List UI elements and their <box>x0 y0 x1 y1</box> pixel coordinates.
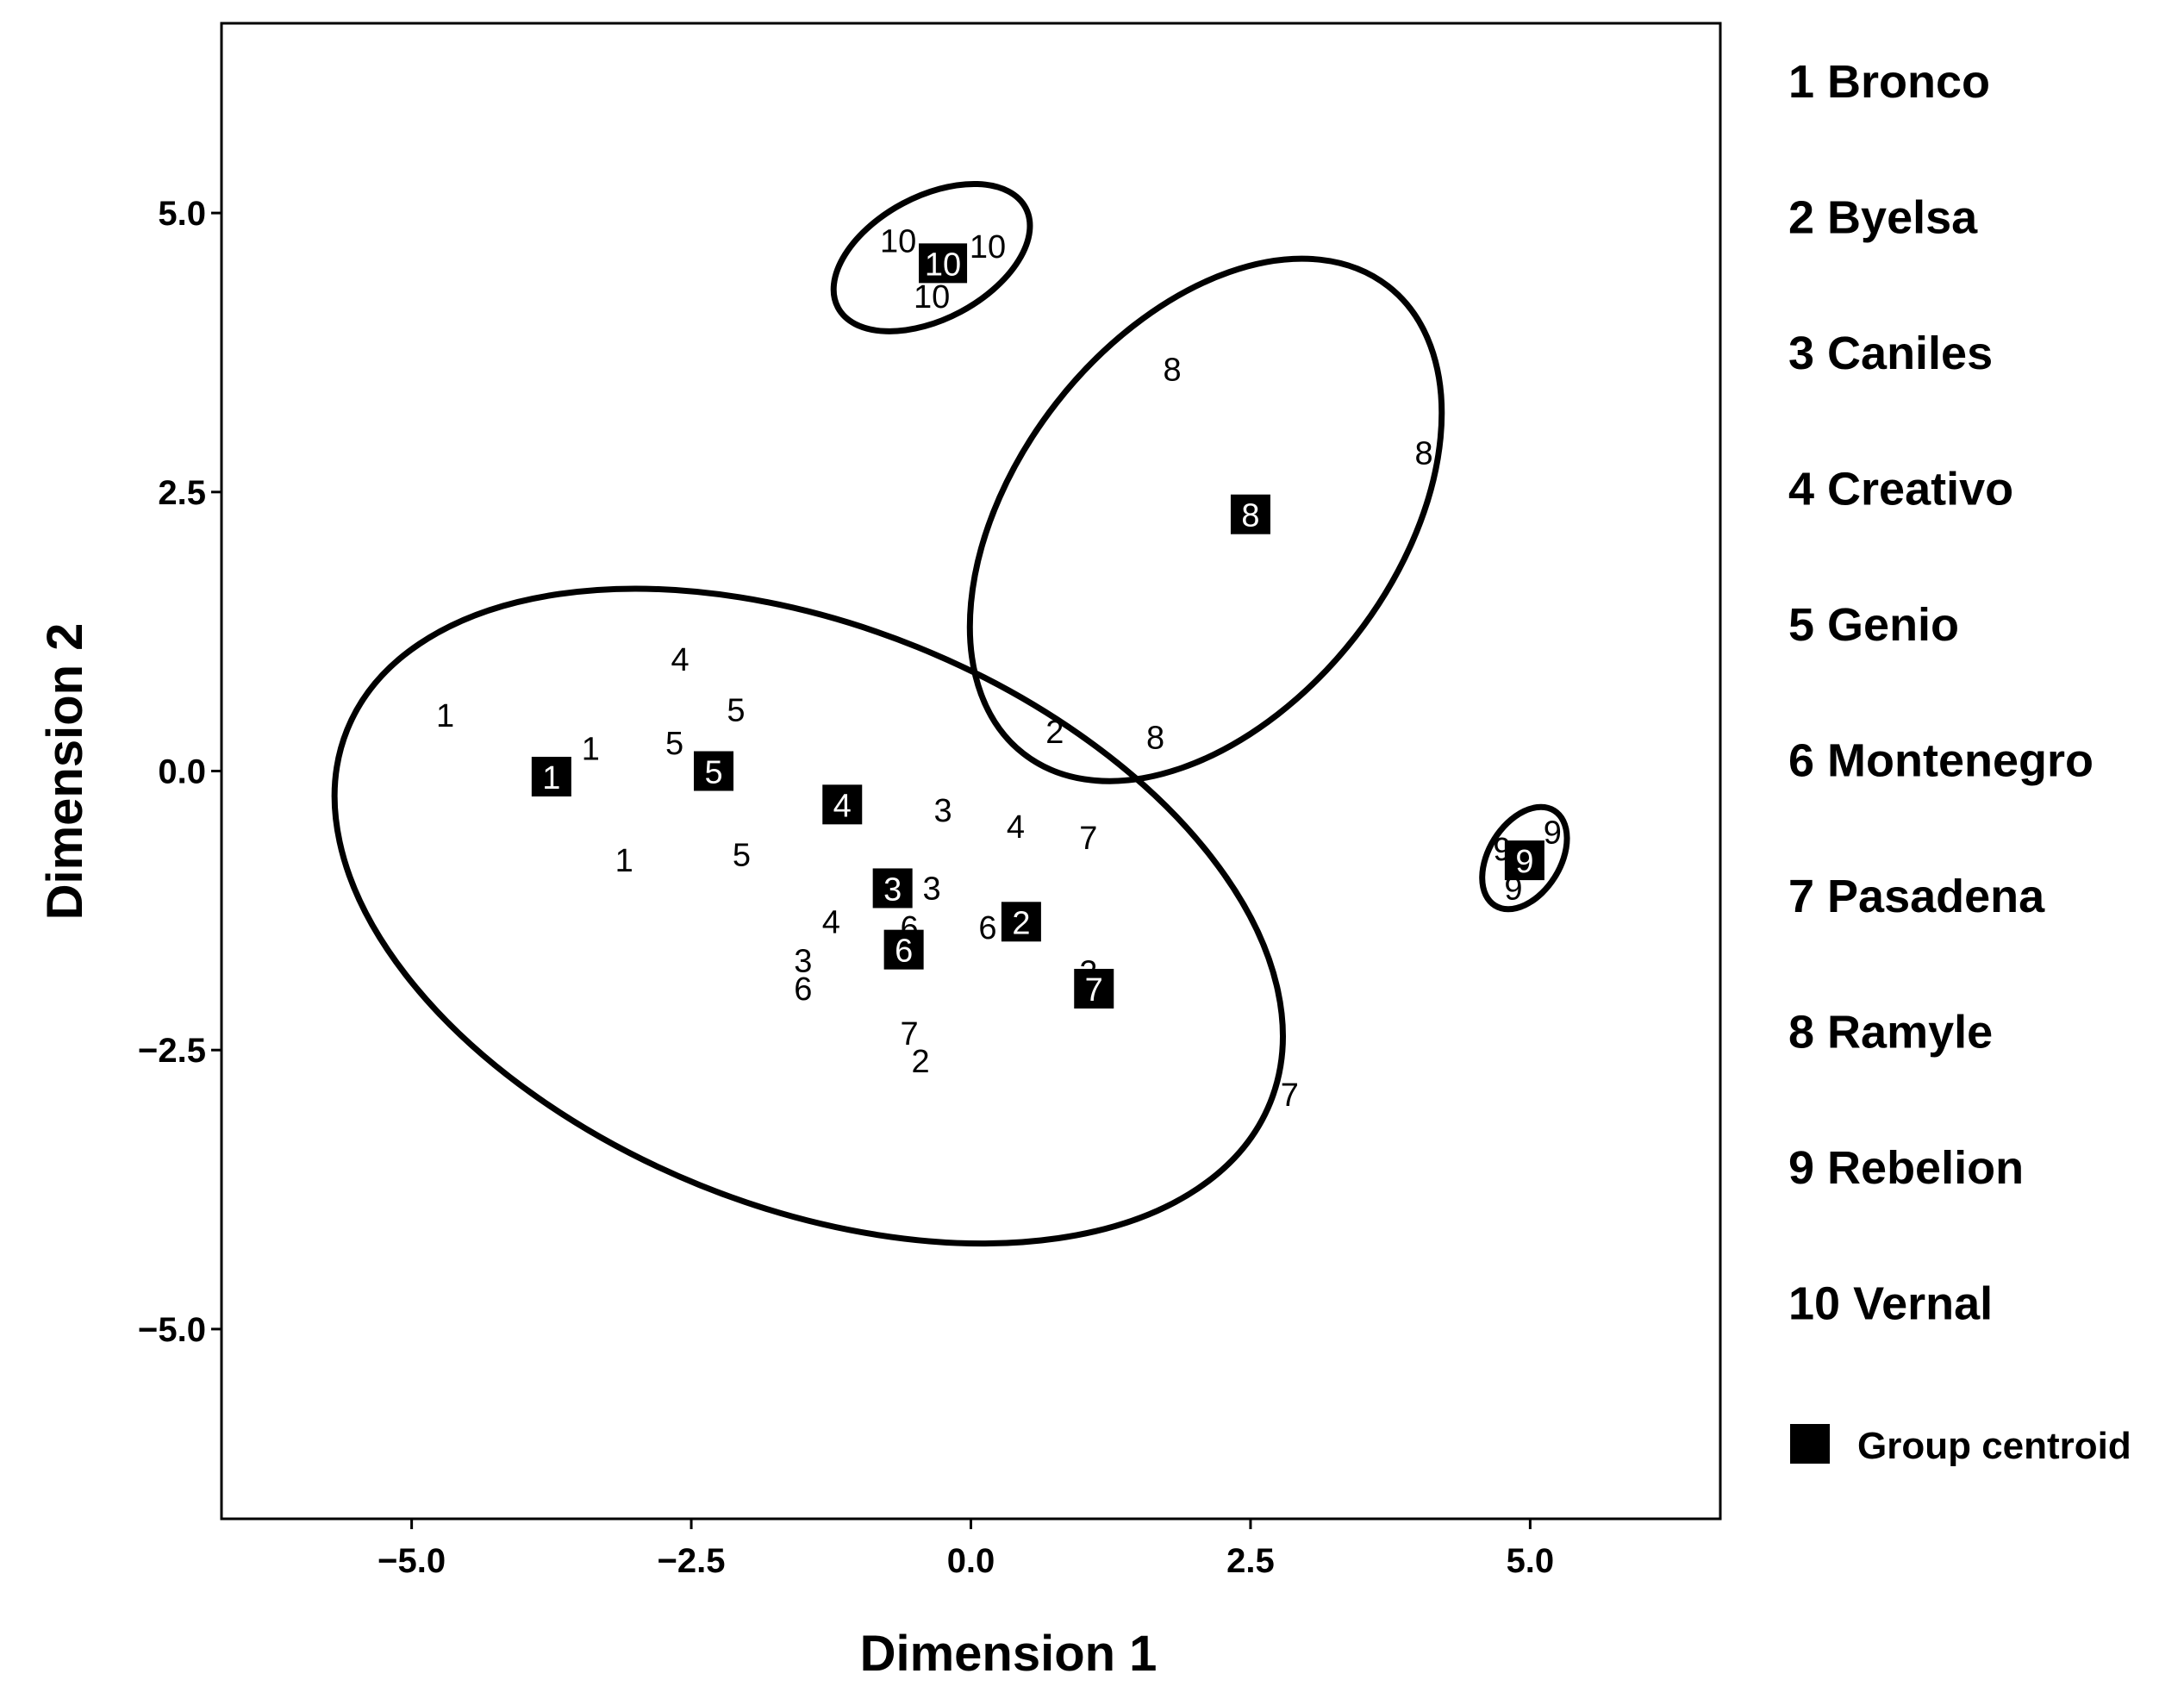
case-point-8: 8 <box>1164 352 1182 388</box>
centroid-label-2: 2 <box>1012 905 1030 941</box>
centroid-marker-9 <box>1504 840 1544 881</box>
y-tick-label: −2.5 <box>138 1032 206 1070</box>
legend-item-9: 9 Rebelion <box>1788 1142 2024 1194</box>
legend-centroid-swatch <box>1790 1424 1830 1464</box>
case-point-3: 3 <box>933 793 952 829</box>
ellipse-ramyle-group <box>966 255 1445 784</box>
centroid-label-10: 10 <box>925 247 961 283</box>
case-point-5: 5 <box>733 838 751 874</box>
legend-item-6: 6 Montenegro <box>1788 735 2094 787</box>
case-point-9: 9 <box>1544 815 1562 852</box>
case-point-10: 10 <box>914 279 950 315</box>
case-point-3: 3 <box>794 944 812 980</box>
y-tick-label: 2.5 <box>158 474 206 512</box>
case-points: 111455534734663627272888101010999 <box>436 223 1562 1114</box>
x-tick-label: 0.0 <box>947 1542 995 1580</box>
centroid-label-7: 7 <box>1085 972 1103 1009</box>
case-point-3: 3 <box>923 871 941 907</box>
case-point-4: 4 <box>822 904 840 940</box>
case-point-10: 10 <box>880 223 916 259</box>
case-point-4: 4 <box>671 642 690 678</box>
case-point-1: 1 <box>436 698 454 734</box>
x-axis-title: Dimension 1 <box>860 1626 1158 1682</box>
centroid-label-3: 3 <box>883 871 902 908</box>
y-tick-label: −5.0 <box>138 1311 206 1349</box>
case-point-10: 10 <box>970 229 1006 265</box>
centroid-marker-1 <box>531 756 571 796</box>
case-point-7: 7 <box>1281 1077 1299 1114</box>
centroid-label-6: 6 <box>895 934 913 970</box>
case-point-7: 7 <box>1079 821 1097 857</box>
y-tick-label: 5.0 <box>158 195 206 233</box>
case-point-5: 5 <box>665 726 683 762</box>
ellipse-main-group <box>331 585 1286 1247</box>
case-point-7: 7 <box>901 1016 919 1052</box>
x-tick-label: 2.5 <box>1226 1542 1275 1580</box>
centroid-label-5: 5 <box>704 755 722 791</box>
ellipse-rebelion-group <box>1479 803 1570 913</box>
axis-ticks: −5.0 −2.5 0.0 2.5 5.0 −5.0 −2.5 0.0 2.5 5.0 <box>138 195 1554 1580</box>
x-tick-label: −2.5 <box>658 1542 726 1580</box>
centroid-marker-5 <box>694 751 734 791</box>
centroid-label-9: 9 <box>1515 844 1533 880</box>
legend-item-10: 10 Vernal <box>1788 1278 1993 1330</box>
centroid-marker-10 <box>919 243 968 284</box>
case-point-6: 6 <box>794 971 812 1008</box>
centroid-label-1: 1 <box>542 760 560 796</box>
case-point-8: 8 <box>1415 435 1433 472</box>
centroid-marker-2 <box>1001 902 1041 942</box>
case-point-4: 4 <box>1007 809 1025 846</box>
case-point-8: 8 <box>1146 721 1164 757</box>
legend: 1 Bronco 2 Byelsa 3 Caniles 4 Creativo 5 Gen… <box>1788 56 2131 1467</box>
y-axis-title: Dimension 2 <box>37 623 93 921</box>
y-tick-label: 0.0 <box>158 753 206 791</box>
centroid-marker-7 <box>1074 968 1114 1009</box>
centroid-marker-3 <box>872 868 913 909</box>
x-tick-label: −5.0 <box>378 1542 446 1580</box>
legend-item-3: 3 Caniles <box>1788 328 1993 379</box>
centroid-label-4: 4 <box>833 788 852 824</box>
case-point-5: 5 <box>727 692 745 728</box>
case-point-6: 6 <box>978 910 996 946</box>
x-tick-label: 5.0 <box>1507 1542 1555 1580</box>
legend-item-8: 8 Ramyle <box>1788 1007 1993 1059</box>
centroid-label-8: 8 <box>1241 498 1259 534</box>
legend-centroid-label: Group centroid <box>1857 1425 2131 1467</box>
case-point-1: 1 <box>582 732 600 768</box>
centroid-marker-4 <box>822 784 863 825</box>
case-point-2: 2 <box>1045 715 1064 751</box>
case-point-1: 1 <box>615 843 633 879</box>
legend-item-4: 4 Creativo <box>1788 464 2013 515</box>
case-point-2: 2 <box>912 1044 930 1080</box>
centroid-marker-6 <box>883 929 924 970</box>
legend-item-1: 1 Bronco <box>1788 56 1990 108</box>
legend-item-5: 5 Genio <box>1788 599 1959 651</box>
legend-item-2: 2 Byelsa <box>1788 192 1978 244</box>
group-ellipses <box>331 180 1570 1247</box>
ellipse-vernal-group <box>830 180 1033 334</box>
centroid-marker-8 <box>1230 494 1270 534</box>
legend-item-7: 7 Pasadena <box>1788 871 2045 922</box>
